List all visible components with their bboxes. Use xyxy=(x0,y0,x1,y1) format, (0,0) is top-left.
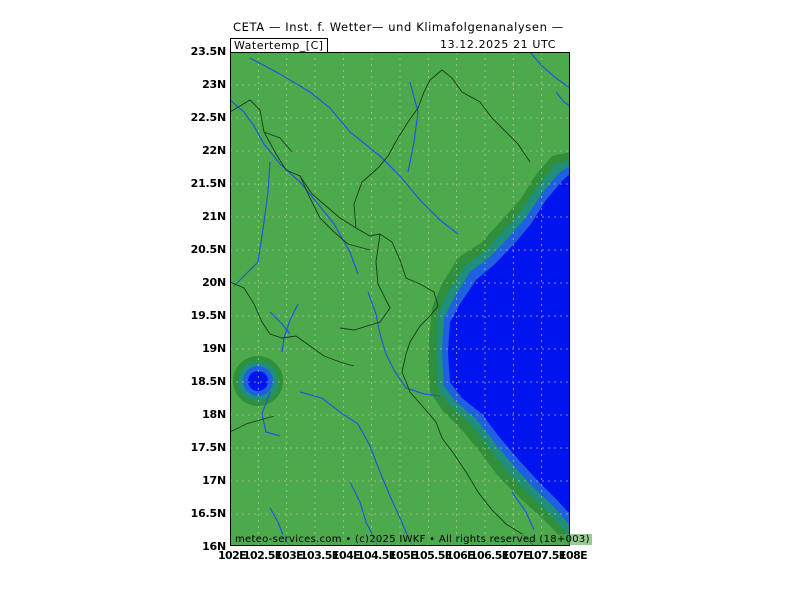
lon-label: 103E xyxy=(275,549,304,562)
lat-label: 20N xyxy=(202,276,226,289)
lat-label: 22.5N xyxy=(190,111,227,124)
lat-label: 21.5N xyxy=(190,177,227,190)
lat-label: 21N xyxy=(202,210,226,223)
lat-label: 17N xyxy=(202,474,226,487)
datetime-label: 13.12.2025 21 UTC xyxy=(440,38,556,51)
lat-label: 19.5N xyxy=(190,309,227,322)
lon-label: 107.5E xyxy=(527,549,566,562)
lon-label: 105.5E xyxy=(413,549,452,562)
lat-label: 18N xyxy=(202,408,226,421)
lon-label: 103.5E xyxy=(300,549,339,562)
variable-label: Watertemp_[C] xyxy=(230,38,328,52)
map-title: CETA — Inst. f. Wetter— und Klimafolgena… xyxy=(233,20,564,34)
lon-label: 102E xyxy=(218,549,247,562)
lon-label: 108E xyxy=(559,549,588,562)
copyright-notice: meteo-services.com • (c)2025 IWKF • All … xyxy=(233,534,592,545)
lon-label: 104E xyxy=(332,549,361,562)
lat-label: 18.5N xyxy=(190,375,227,388)
lon-label: 106E xyxy=(446,549,475,562)
sea-deep xyxy=(448,174,570,514)
grid-lines xyxy=(230,52,570,546)
lat-label: 16.5N xyxy=(190,507,227,520)
lon-label: 106.5E xyxy=(470,549,509,562)
lon-label: 104.5E xyxy=(357,549,396,562)
lon-label: 102.5E xyxy=(243,549,282,562)
map-panel xyxy=(230,52,570,546)
lat-label: 23N xyxy=(202,78,226,91)
lat-label: 23.5N xyxy=(190,45,227,58)
lon-label: 107E xyxy=(502,549,531,562)
lon-label: 105E xyxy=(389,549,418,562)
lake-deep xyxy=(248,371,268,391)
borders xyxy=(230,69,535,546)
rivers xyxy=(230,52,570,546)
lat-label: 19N xyxy=(202,342,226,355)
lat-label: 17.5N xyxy=(190,441,227,454)
lat-label: 22N xyxy=(202,144,226,157)
lat-label: 16N xyxy=(202,540,226,553)
lat-label: 20.5N xyxy=(190,243,227,256)
